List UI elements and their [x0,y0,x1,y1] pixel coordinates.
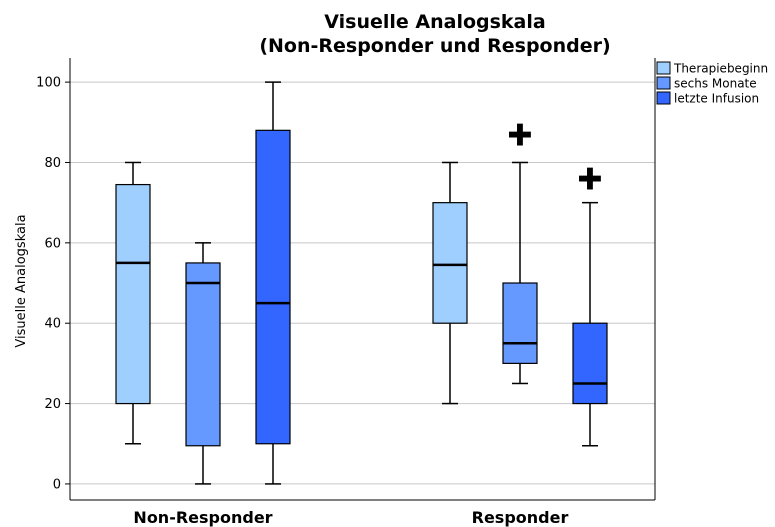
legend-swatch [656,61,671,75]
y-axis: 0 20 40 60 80 100 [36,58,656,501]
legend-item: sechs Monate [656,76,757,91]
x-category-label: Responder [472,508,569,527]
y-tick-label: 100 [36,76,61,91]
iqr-box [572,322,608,405]
box-sechs-monate-responder: ✚ [502,118,538,385]
y-tick-label: 0 [53,477,61,492]
legend-label: sechs Monate [674,77,757,91]
legend-swatch [656,76,671,90]
y-axis-label: Visuelle Analogskala [14,214,29,347]
legend-label: letzte Infusion [674,92,759,106]
chart-title-line-2: (Non-Responder und Responder) [259,35,610,57]
y-tick-label: 40 [44,317,61,332]
box-letzte-infusion-non-responder [255,81,291,485]
iqr-box [502,282,538,364]
legend-item: Therapiebeginn [656,61,768,76]
legend-swatch [656,91,671,105]
gridlines [70,81,655,485]
legend-item: letzte Infusion [656,91,759,106]
outlier-marker: ✚ [577,163,602,198]
box-letzte-infusion-responder: ✚ [572,163,608,447]
y-tick-label: 80 [44,156,61,171]
legend-label: Therapiebeginn [673,62,768,76]
y-tick-label: 60 [44,236,61,251]
iqr-box [185,262,221,447]
x-category-label: Non-Responder [133,508,272,527]
iqr-box [432,202,468,324]
y-tick-label: 20 [44,397,61,412]
box-therapiebeginn-non-responder [115,161,151,445]
x-axis-labels: Non-Responder Responder [133,508,568,527]
boxes-layer: ✚✚ [115,81,608,485]
outlier-marker: ✚ [507,118,532,153]
box-therapiebeginn-responder [432,161,468,405]
iqr-box [115,183,151,405]
iqr-box [255,129,291,445]
box-sechs-monate-non-responder [185,242,221,485]
chart-title-line-1: Visuelle Analogskala [324,11,545,33]
